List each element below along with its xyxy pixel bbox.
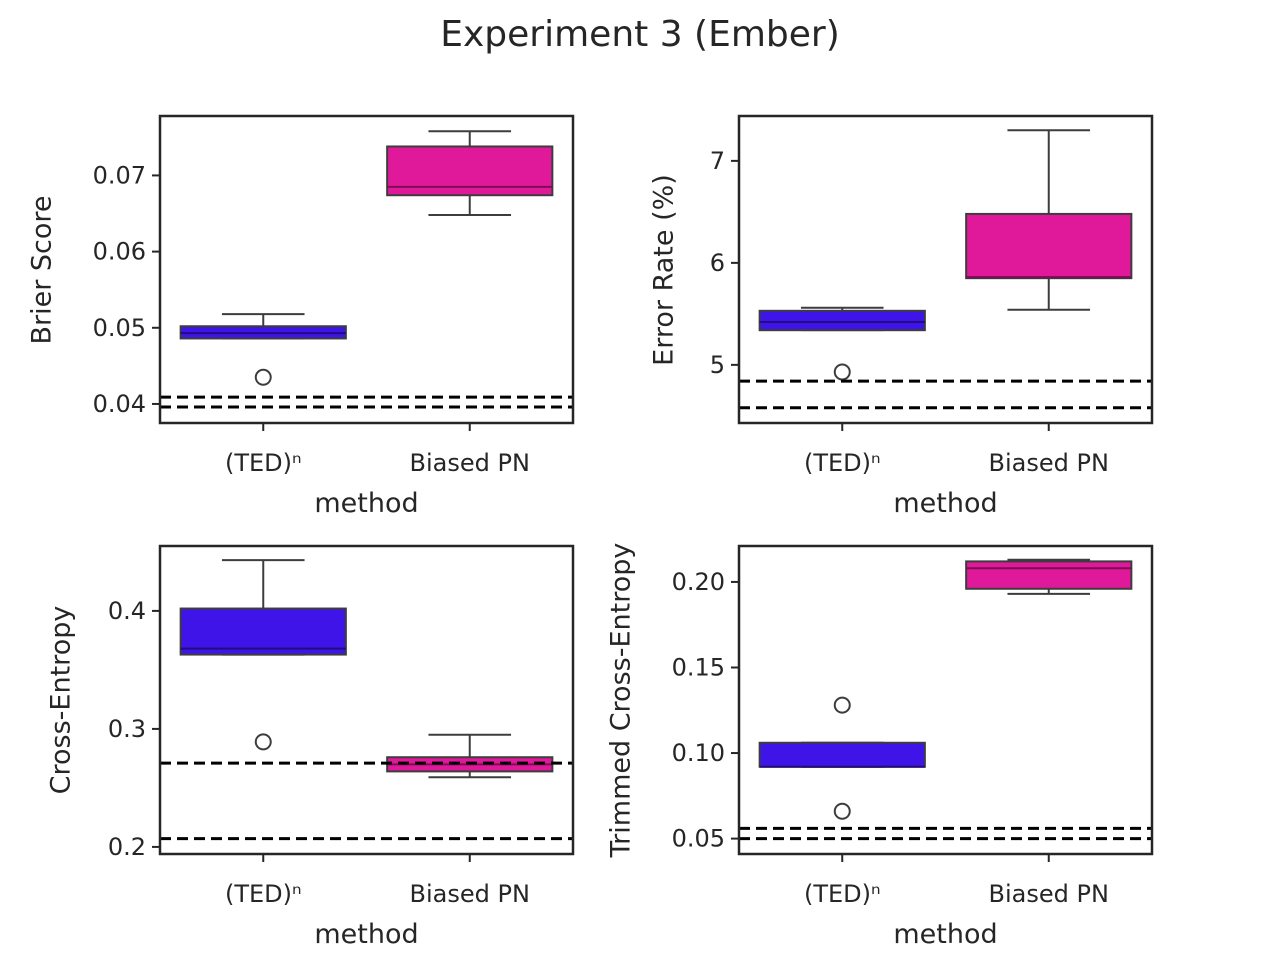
x-tick-label: (TED)ⁿ xyxy=(225,880,302,908)
x-tick-label: (TED)ⁿ xyxy=(804,449,881,477)
box-1 xyxy=(179,313,347,386)
y-axis-label: Cross-Entropy xyxy=(46,606,77,795)
y-tick-label: 7 xyxy=(710,147,725,175)
y-axis-label: Trimmed Cross-Entropy xyxy=(606,543,637,859)
box-2 xyxy=(386,733,554,779)
box-iqr xyxy=(758,741,926,768)
y-tick-label: 0.04 xyxy=(93,390,146,418)
axes-frame xyxy=(737,544,1154,856)
y-axis-label: Error Rate (%) xyxy=(649,174,680,366)
figure-title: Experiment 3 (Ember) xyxy=(440,14,840,55)
x-tick-label: (TED)ⁿ xyxy=(804,880,881,908)
outlier-point xyxy=(833,696,851,714)
outlier-point xyxy=(254,733,272,751)
box-iqr xyxy=(965,560,1133,590)
y-tick-label: 0.15 xyxy=(672,653,725,681)
outlier-point xyxy=(833,363,851,381)
box-iqr xyxy=(965,212,1133,280)
x-tick-label: Biased PN xyxy=(989,449,1109,477)
subplot-1: 0.04 0.05 0.06 0.07 (TED)ⁿ Biased PN method Bri… xyxy=(27,114,575,519)
y-axis-label: Brier Score xyxy=(27,195,58,344)
x-tick-label: Biased PN xyxy=(410,449,530,477)
outlier-point xyxy=(833,802,851,820)
x-axis-label: method xyxy=(893,488,997,519)
box-iqr xyxy=(758,309,926,332)
box-2 xyxy=(386,130,554,217)
y-tick-label: 0.4 xyxy=(108,597,146,625)
subplot-3: 0.2 0.3 0.4 (TED)ⁿ Biased PN method Cross-Entr… xyxy=(46,544,575,950)
y-tick-label: 0.2 xyxy=(108,833,146,861)
x-axis-label: method xyxy=(314,919,418,950)
box-2 xyxy=(965,558,1133,595)
axes-frame xyxy=(158,544,575,856)
subplot-2: 5 6 7 (TED)ⁿ Biased PN method Error Rate (%) xyxy=(649,114,1154,519)
box-1 xyxy=(179,559,347,751)
x-axis-label: method xyxy=(893,919,997,950)
y-tick-label: 0.05 xyxy=(672,825,725,853)
x-tick-label: (TED)ⁿ xyxy=(225,449,302,477)
y-tick-label: 5 xyxy=(710,351,725,379)
y-tick-label: 0.07 xyxy=(93,161,146,189)
x-tick-label: Biased PN xyxy=(410,880,530,908)
box-2 xyxy=(965,129,1133,311)
box-1 xyxy=(758,696,926,820)
x-axis-label: method xyxy=(314,488,418,519)
box-iqr xyxy=(179,607,347,656)
y-tick-label: 0.10 xyxy=(672,739,725,767)
x-tick-label: Biased PN xyxy=(989,880,1109,908)
y-tick-label: 0.3 xyxy=(108,715,146,743)
outlier-point xyxy=(254,368,272,386)
axes-frame xyxy=(158,114,575,425)
box-iqr xyxy=(386,145,554,197)
y-tick-label: 0.05 xyxy=(93,314,146,342)
axes-frame xyxy=(737,114,1154,425)
subplot-4: 0.05 0.10 0.15 0.20 (TED)ⁿ Biased PN method Tri… xyxy=(606,543,1154,950)
y-tick-label: 0.06 xyxy=(93,238,146,266)
box-1 xyxy=(758,306,926,381)
y-tick-label: 6 xyxy=(710,249,725,277)
y-tick-label: 0.20 xyxy=(672,568,725,596)
